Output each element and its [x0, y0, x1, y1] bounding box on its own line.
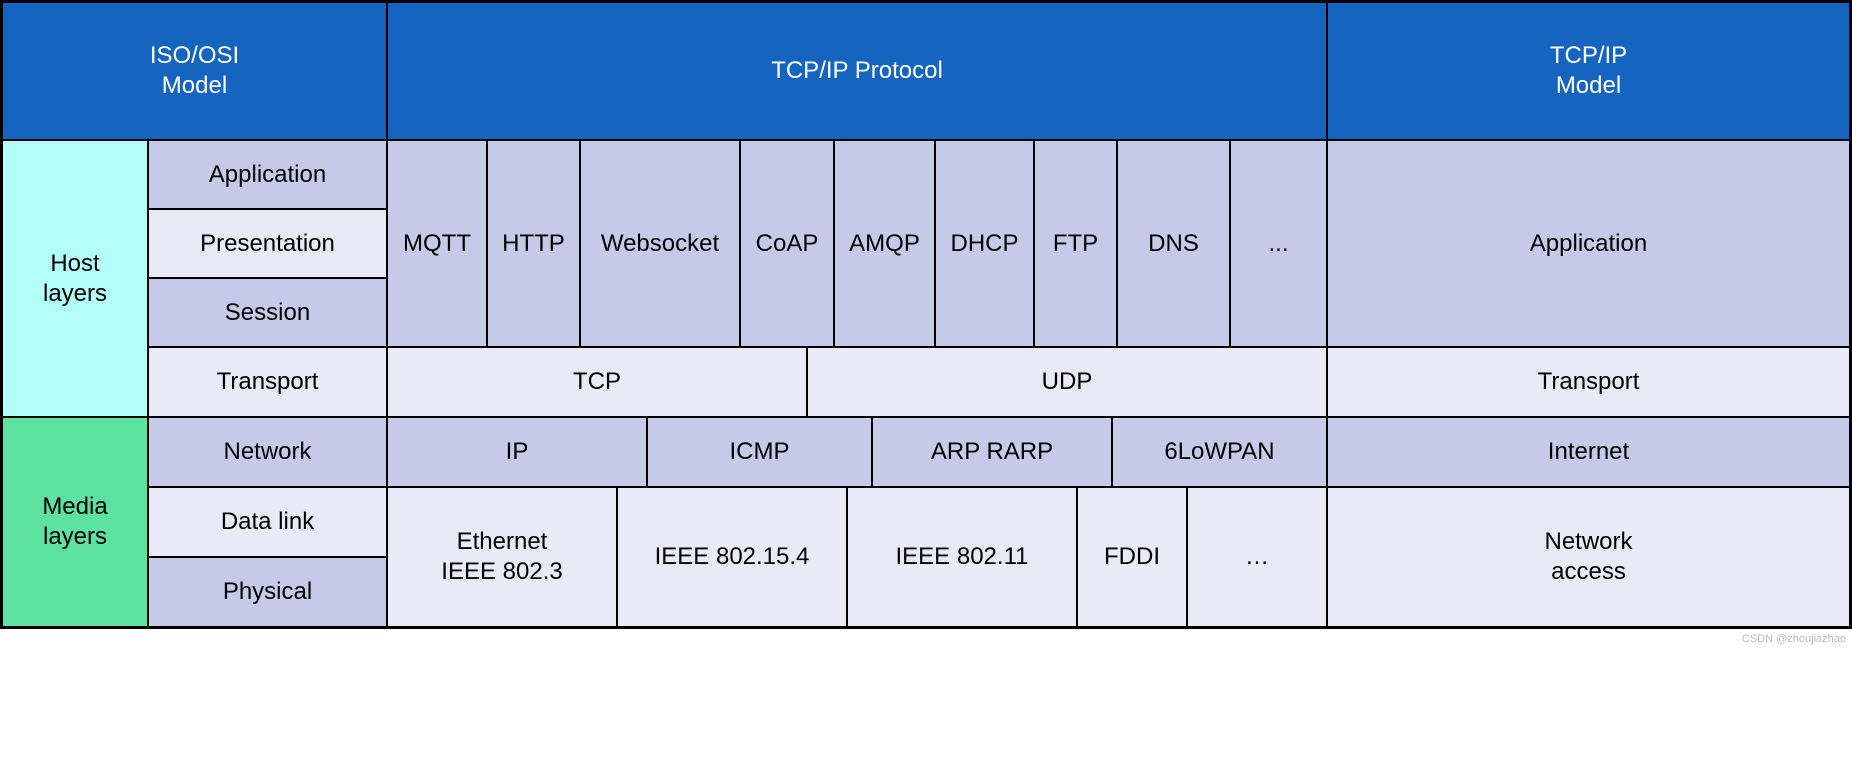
osi-session: Session: [148, 278, 387, 347]
proto-ethernet: EthernetIEEE 802.3: [387, 487, 617, 627]
body-grid: Hostlayers Medialayers Application Prese…: [2, 140, 1850, 627]
proto-websocket: Websocket: [580, 140, 740, 347]
osi-network: Network: [148, 417, 387, 487]
proto-6lowpan: 6LoWPAN: [1112, 417, 1327, 487]
proto-arp-rarp: ARP RARP: [872, 417, 1112, 487]
proto-ieee802-15-4: IEEE 802.15.4: [617, 487, 847, 627]
protocols-network: IP ICMP ARP RARP 6LoWPAN: [387, 417, 1327, 487]
header-tcpip: TCP/IPModel: [1327, 2, 1850, 140]
osi-transport: Transport: [148, 347, 387, 417]
header-osi: ISO/OSIModel: [2, 2, 387, 140]
tcpip-application: Application: [1327, 140, 1850, 347]
header-row: ISO/OSIModel TCP/IP Protocol TCP/IPModel: [2, 2, 1850, 140]
tcpip-network-access: Networkaccess: [1327, 487, 1850, 627]
proto-app-more: ...: [1230, 140, 1327, 347]
proto-tcp: TCP: [387, 347, 807, 417]
proto-ieee802-11: IEEE 802.11: [847, 487, 1077, 627]
protocol-model-diagram: ISO/OSIModel TCP/IP Protocol TCP/IPModel…: [0, 0, 1852, 629]
tcpip-internet: Internet: [1327, 417, 1850, 487]
protocols-transport: TCP UDP: [387, 347, 1327, 417]
osi-datalink: Data link: [148, 487, 387, 557]
proto-fddi: FDDI: [1077, 487, 1187, 627]
protocols-link: EthernetIEEE 802.3 IEEE 802.15.4 IEEE 80…: [387, 487, 1327, 627]
proto-ip: IP: [387, 417, 647, 487]
tcpip-transport: Transport: [1327, 347, 1850, 417]
proto-icmp: ICMP: [647, 417, 872, 487]
proto-dns: DNS: [1117, 140, 1230, 347]
protocols-application: MQTT HTTP Websocket CoAP AMQP DHCP FTP D…: [387, 140, 1327, 347]
proto-ftp: FTP: [1034, 140, 1117, 347]
proto-coap: CoAP: [740, 140, 834, 347]
proto-mqtt: MQTT: [387, 140, 487, 347]
proto-udp: UDP: [807, 347, 1327, 417]
side-media-layers: Medialayers: [2, 417, 148, 627]
osi-presentation: Presentation: [148, 209, 387, 278]
watermark-text: CSDN @zhoujiazhao: [0, 629, 1852, 645]
osi-physical: Physical: [148, 557, 387, 627]
proto-amqp: AMQP: [834, 140, 935, 347]
proto-dhcp: DHCP: [935, 140, 1034, 347]
proto-http: HTTP: [487, 140, 580, 347]
side-host-layers: Hostlayers: [2, 140, 148, 417]
osi-application: Application: [148, 140, 387, 209]
header-proto: TCP/IP Protocol: [387, 2, 1327, 140]
proto-link-more: …: [1187, 487, 1327, 627]
